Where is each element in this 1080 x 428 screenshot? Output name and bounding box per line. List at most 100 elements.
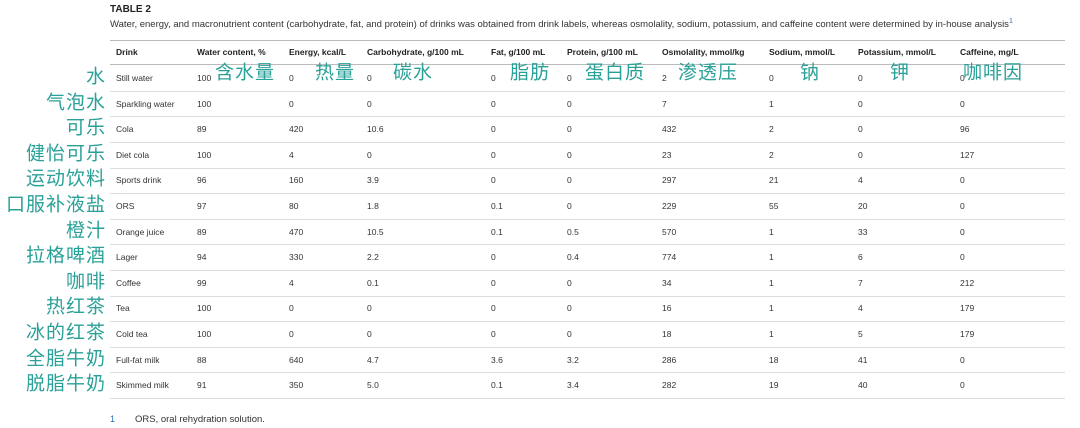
table-cell: 89 [197, 226, 207, 237]
table-cell: 20 [858, 201, 868, 211]
table-cell: 2 [662, 73, 667, 83]
table-cell: 229 [662, 201, 677, 211]
table-cell: 96 [197, 175, 207, 186]
table-cell: 55 [769, 201, 779, 211]
table-cell: 0 [491, 277, 496, 288]
column-header: Energy, kcal/L [289, 47, 347, 57]
table-cell: 160 [289, 175, 304, 186]
row-annotation: 拉格啤酒 [25, 245, 106, 267]
row-rule [110, 346, 1065, 348]
table-cell: 282 [662, 380, 677, 391]
table-cell: 0 [858, 149, 863, 160]
table-cell: 0 [367, 73, 372, 83]
table-cell: 432 [662, 124, 677, 135]
row-label: Tea [116, 303, 130, 314]
row-rule [110, 372, 1065, 374]
table-cell: 0 [367, 303, 372, 314]
table-title: TABLE 2 [110, 4, 151, 15]
table-cell: 0 [289, 98, 294, 109]
table-cell: 18 [769, 354, 779, 365]
row-label: Diet cola [116, 149, 150, 160]
row-annotation: 水 [85, 66, 106, 88]
table-cell: 0 [567, 149, 572, 160]
row-label: Sports drink [116, 175, 162, 186]
table-cell: 0 [858, 73, 863, 83]
table-cell: 0.4 [567, 252, 579, 263]
row-rule [110, 244, 1065, 246]
table-cell: 4 [289, 277, 294, 288]
table-top-rule [110, 40, 1065, 41]
table-cell: 286 [662, 354, 677, 365]
table-cell: 88 [197, 354, 207, 365]
table-cell: 0.1 [491, 226, 503, 237]
table-cell: 0.1 [491, 201, 503, 211]
table-cell: 99 [197, 277, 207, 288]
table-cell: 4 [289, 149, 294, 160]
table-cell: 40 [858, 380, 868, 391]
column-annotation: 咖啡因 [963, 62, 1024, 84]
row-label: Lager [116, 252, 138, 263]
table-cell: 0 [567, 329, 572, 339]
table-cell: 330 [289, 252, 304, 263]
row-rule [110, 321, 1065, 323]
table-cell: 0 [491, 329, 496, 339]
table-cell: 0 [567, 73, 572, 83]
table-cell: 0 [289, 329, 294, 339]
row-label: Skimmed milk [116, 380, 169, 391]
table-cell: 2 [769, 124, 774, 135]
table-cell: 0 [491, 303, 496, 314]
table-cell: 4.7 [367, 354, 379, 365]
table-cell: 1 [769, 329, 774, 339]
table-cell: 0 [367, 149, 372, 160]
table-cell: 21 [769, 175, 779, 186]
table-cell: 0 [567, 201, 572, 211]
table-cell: 0 [858, 124, 863, 135]
column-annotation: 含水量 [215, 62, 276, 84]
table-cell: 774 [662, 252, 677, 263]
row-label: Still water [116, 73, 153, 83]
table-cell: 96 [960, 124, 970, 135]
table-cell: 33 [858, 226, 868, 237]
table-cell: 0 [769, 73, 774, 83]
table-cell: 179 [960, 329, 975, 339]
column-header: Caffeine, mg/L [960, 47, 1019, 57]
table-cell: 4 [858, 303, 863, 314]
table-cell: 297 [662, 175, 677, 186]
table-cell: 100 [197, 98, 212, 109]
row-label: Coffee [116, 277, 141, 288]
table-cell: 0 [289, 303, 294, 314]
table-cell: 0 [491, 175, 496, 186]
row-rule [110, 398, 1065, 399]
row-annotation: 全脂牛奶 [25, 348, 106, 370]
table-cell: 0 [491, 124, 496, 135]
table-cell: 41 [858, 354, 868, 365]
row-annotation: 健怡可乐 [25, 143, 106, 165]
row-label: Orange juice [116, 226, 165, 237]
table-cell: 4 [858, 175, 863, 186]
table-cell: 127 [960, 149, 975, 160]
row-rule [110, 270, 1065, 271]
column-header: Protein, g/100 mL [567, 47, 638, 57]
table-cell: 100 [197, 303, 212, 314]
table-cell: 2 [769, 149, 774, 160]
table-cell: 91 [197, 380, 207, 391]
caption-text: Water, energy, and macronutrient content… [110, 19, 1009, 31]
table-cell: 5 [858, 329, 863, 339]
table-cell: 100 [197, 149, 212, 160]
row-label: Cola [116, 124, 134, 135]
table-cell: 0 [960, 175, 965, 186]
column-header: Fat, g/100 mL [491, 47, 546, 57]
column-header: Carbohydrate, g/100 mL [367, 47, 464, 57]
table-caption: Water, energy, and macronutrient content… [110, 18, 1013, 30]
table-cell: 100 [197, 329, 212, 339]
caption-note: 1 [1008, 18, 1013, 25]
table-cell: 212 [960, 277, 975, 288]
table-cell: 179 [960, 303, 975, 314]
table-cell: 0 [491, 252, 496, 263]
column-annotation: 钠 [800, 62, 821, 84]
column-header: Water content, % [197, 47, 266, 57]
column-annotation: 碳水 [393, 62, 434, 84]
table-cell: 570 [662, 226, 677, 237]
table-cell: 34 [662, 277, 672, 288]
column-annotation: 渗透压 [678, 62, 739, 84]
